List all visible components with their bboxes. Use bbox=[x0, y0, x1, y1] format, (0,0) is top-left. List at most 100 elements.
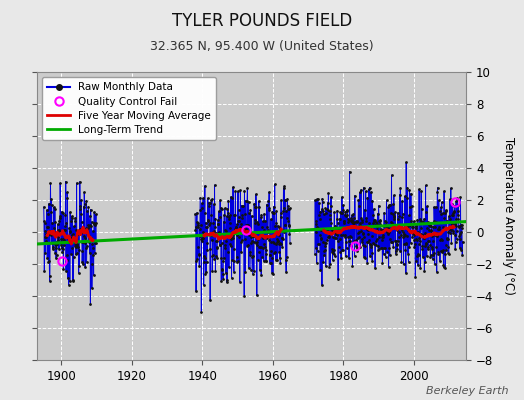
Point bbox=[362, 215, 370, 222]
Point bbox=[270, 181, 279, 188]
Point bbox=[421, 243, 429, 249]
Point bbox=[338, 194, 346, 200]
Point bbox=[408, 234, 417, 240]
Point bbox=[395, 213, 403, 219]
Point bbox=[211, 223, 219, 230]
Point bbox=[413, 229, 422, 236]
Point bbox=[388, 224, 397, 230]
Point bbox=[388, 210, 397, 217]
Point bbox=[361, 225, 369, 232]
Point bbox=[364, 230, 372, 237]
Point bbox=[264, 227, 272, 233]
Point bbox=[223, 276, 232, 283]
Point bbox=[234, 206, 243, 213]
Point bbox=[74, 230, 82, 237]
Point bbox=[407, 190, 415, 197]
Point bbox=[249, 252, 257, 259]
Point bbox=[259, 241, 268, 247]
Point bbox=[345, 255, 353, 261]
Point bbox=[224, 197, 233, 204]
Point bbox=[333, 238, 342, 244]
Point bbox=[250, 217, 259, 223]
Point bbox=[457, 222, 466, 228]
Point bbox=[269, 239, 277, 246]
Point bbox=[60, 226, 69, 233]
Point bbox=[332, 231, 341, 238]
Point bbox=[432, 218, 440, 225]
Point bbox=[256, 244, 265, 250]
Point bbox=[332, 230, 341, 237]
Point bbox=[434, 226, 442, 232]
Point bbox=[73, 244, 82, 250]
Point bbox=[413, 216, 421, 223]
Point bbox=[40, 234, 49, 240]
Point bbox=[429, 256, 437, 262]
Point bbox=[48, 220, 57, 226]
Point bbox=[198, 238, 206, 244]
Point bbox=[423, 225, 432, 231]
Point bbox=[452, 216, 460, 222]
Point bbox=[409, 230, 417, 236]
Point bbox=[195, 233, 204, 240]
Point bbox=[390, 222, 399, 228]
Point bbox=[457, 222, 465, 228]
Point bbox=[335, 215, 344, 222]
Point bbox=[244, 199, 253, 206]
Point bbox=[438, 237, 446, 244]
Point bbox=[422, 240, 430, 246]
Point bbox=[254, 221, 263, 227]
Point bbox=[444, 228, 453, 235]
Point bbox=[70, 254, 78, 261]
Point bbox=[254, 249, 263, 255]
Point bbox=[399, 261, 408, 268]
Point bbox=[282, 254, 291, 260]
Point bbox=[212, 230, 220, 236]
Point bbox=[422, 208, 431, 215]
Point bbox=[438, 249, 446, 256]
Point bbox=[85, 232, 93, 239]
Point bbox=[79, 261, 87, 268]
Point bbox=[425, 222, 434, 229]
Point bbox=[214, 221, 222, 227]
Point bbox=[452, 223, 461, 229]
Point bbox=[439, 247, 447, 253]
Point bbox=[78, 219, 86, 225]
Point bbox=[324, 234, 332, 240]
Point bbox=[407, 239, 415, 246]
Point bbox=[283, 206, 292, 212]
Point bbox=[241, 236, 249, 243]
Point bbox=[415, 235, 423, 241]
Point bbox=[229, 232, 237, 238]
Point bbox=[257, 214, 265, 220]
Point bbox=[204, 222, 213, 228]
Point bbox=[418, 246, 427, 252]
Point bbox=[267, 260, 276, 266]
Point bbox=[425, 222, 433, 228]
Point bbox=[196, 207, 205, 213]
Point bbox=[316, 266, 324, 273]
Point bbox=[261, 244, 269, 251]
Point bbox=[450, 203, 458, 209]
Point bbox=[259, 235, 267, 241]
Point bbox=[316, 216, 324, 222]
Point bbox=[370, 216, 379, 223]
Point bbox=[211, 216, 220, 222]
Point bbox=[381, 244, 389, 251]
Point bbox=[430, 250, 438, 256]
Point bbox=[208, 237, 216, 244]
Point bbox=[78, 239, 86, 245]
Point bbox=[378, 260, 387, 266]
Point bbox=[416, 265, 424, 272]
Point bbox=[75, 206, 84, 212]
Point bbox=[319, 199, 327, 206]
Point bbox=[53, 227, 62, 233]
Point bbox=[343, 207, 352, 213]
Point bbox=[46, 180, 54, 186]
Point bbox=[245, 232, 254, 238]
Point bbox=[256, 267, 264, 274]
Point bbox=[62, 220, 71, 226]
Point bbox=[214, 220, 223, 227]
Point bbox=[381, 253, 390, 260]
Point bbox=[353, 245, 362, 251]
Point bbox=[405, 258, 413, 265]
